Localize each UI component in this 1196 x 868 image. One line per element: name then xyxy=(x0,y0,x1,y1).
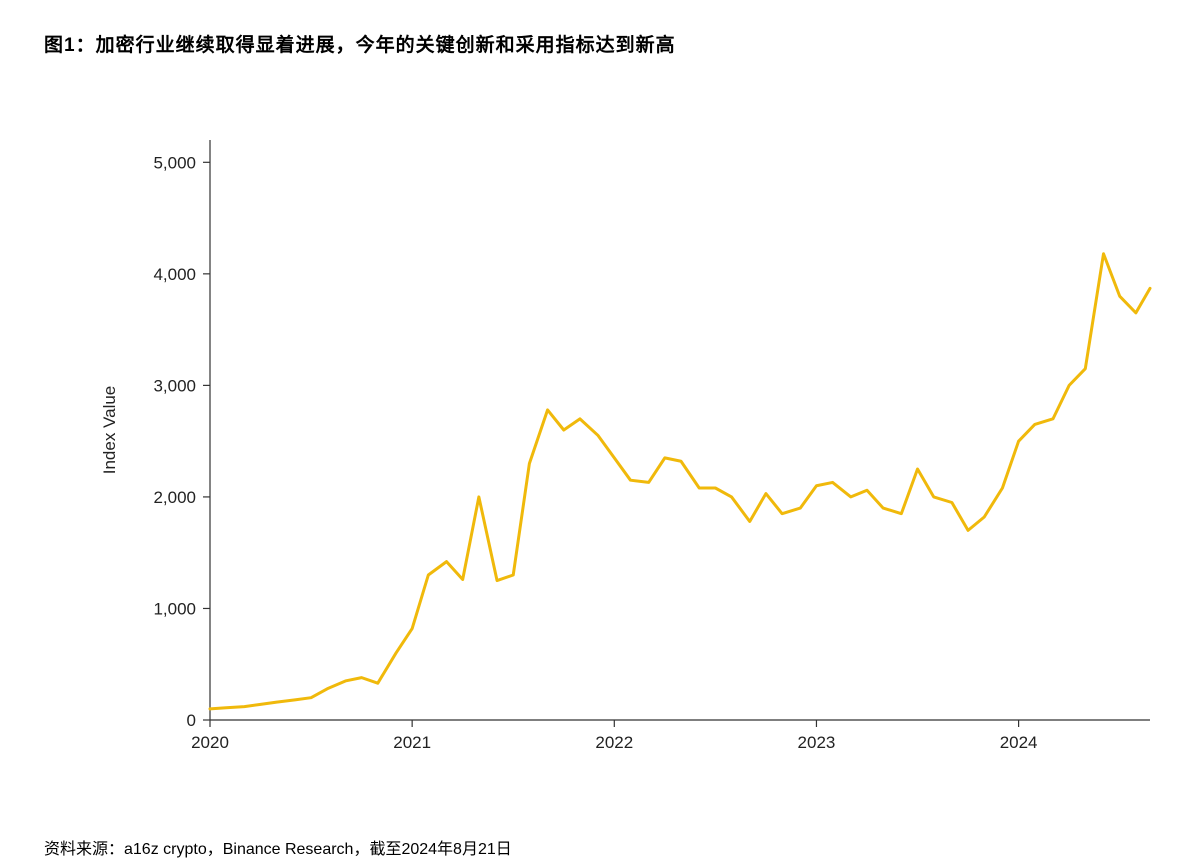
index-value-line xyxy=(210,254,1150,709)
y-axis-label: Index Value xyxy=(100,386,119,475)
y-tick-label: 0 xyxy=(187,711,196,730)
y-tick-label: 4,000 xyxy=(153,265,196,284)
y-tick-label: 3,000 xyxy=(153,376,196,395)
x-tick-label: 2020 xyxy=(191,733,229,752)
y-tick-label: 1,000 xyxy=(153,599,196,618)
figure-title: 图1：加密行业继续取得显着进展，今年的关键创新和采用指标达到新高 xyxy=(44,30,676,57)
x-tick-label: 2022 xyxy=(595,733,633,752)
figure-container: 图1：加密行业继续取得显着进展，今年的关键创新和采用指标达到新高 0 1,000 2… xyxy=(0,0,1196,868)
x-tick-label: 2024 xyxy=(1000,733,1038,752)
y-tick-label: 2,000 xyxy=(153,488,196,507)
x-tick-label: 2023 xyxy=(798,733,836,752)
y-tick-label: 5,000 xyxy=(153,153,196,172)
line-chart: 0 1,000 2,000 3,000 4,000 5,000 2020 2021 2022 20… xyxy=(70,120,1160,810)
chart-area: 0 1,000 2,000 3,000 4,000 5,000 2020 2021 2022 20… xyxy=(70,120,1160,810)
figure-source: 资料来源：a16z crypto，Binance Research，截至2024… xyxy=(44,835,512,859)
x-tick-label: 2021 xyxy=(393,733,431,752)
